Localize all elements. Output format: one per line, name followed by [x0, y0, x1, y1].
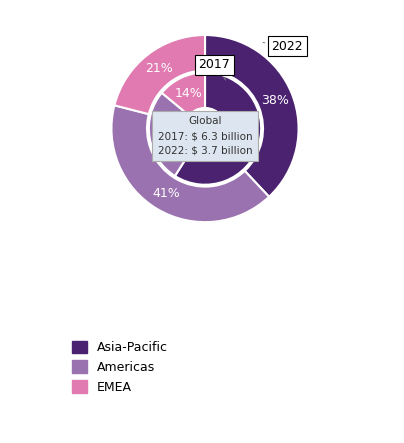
Text: 14%: 14% — [175, 87, 202, 101]
Text: 27%: 27% — [153, 128, 181, 141]
Wedge shape — [205, 35, 299, 197]
Wedge shape — [112, 105, 269, 222]
Wedge shape — [149, 93, 194, 176]
Circle shape — [185, 108, 225, 149]
Text: 41%: 41% — [153, 187, 180, 200]
Legend: Asia-Pacific, Americas, EMEA: Asia-Pacific, Americas, EMEA — [67, 335, 173, 399]
Text: Global
2017: $ 6.3 billion
2022: $ 3.7 billion: Global 2017: $ 6.3 billion 2022: $ 3.7 b… — [158, 116, 252, 156]
Wedge shape — [162, 73, 205, 116]
Text: 21%: 21% — [145, 62, 173, 75]
Wedge shape — [175, 73, 261, 185]
Text: 2022: 2022 — [263, 40, 303, 53]
Wedge shape — [114, 35, 205, 114]
Text: 59%: 59% — [228, 133, 256, 146]
Text: 2017: 2017 — [198, 58, 230, 80]
Text: 38%: 38% — [261, 94, 289, 107]
